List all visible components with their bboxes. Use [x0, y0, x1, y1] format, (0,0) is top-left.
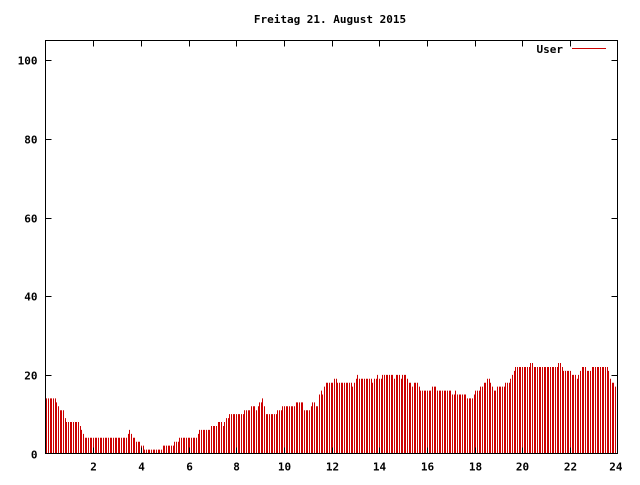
y-tick-label: 60 — [24, 213, 37, 226]
x-tick-label: 6 — [186, 461, 193, 474]
y-tick-label: 80 — [24, 134, 37, 147]
x-tick-label: 18 — [469, 461, 482, 474]
x-tick-label: 8 — [233, 461, 240, 474]
x-tick-label: 16 — [421, 461, 435, 474]
plot-frame — [45, 40, 618, 454]
x-tick-label: 2 — [90, 461, 97, 474]
y-tick-label: 100 — [18, 55, 38, 68]
x-tick-label: 24 — [609, 461, 623, 474]
x-tick-label: 22 — [564, 461, 577, 474]
x-tick-label: 4 — [138, 461, 145, 474]
y-tick-label: 40 — [24, 291, 37, 304]
y-tick-label: 20 — [24, 370, 37, 383]
x-tick-label: 10 — [278, 461, 291, 474]
legend-label-user: User — [537, 43, 564, 56]
legend: User — [537, 43, 606, 56]
y-tick-label: 0 — [31, 449, 38, 462]
x-tick-label: 20 — [516, 461, 529, 474]
x-tick-label: 12 — [326, 461, 339, 474]
chart-title: Freitag 21. August 2015 — [254, 13, 406, 26]
bar-series-user — [46, 363, 618, 454]
x-tick-label: 14 — [373, 461, 387, 474]
